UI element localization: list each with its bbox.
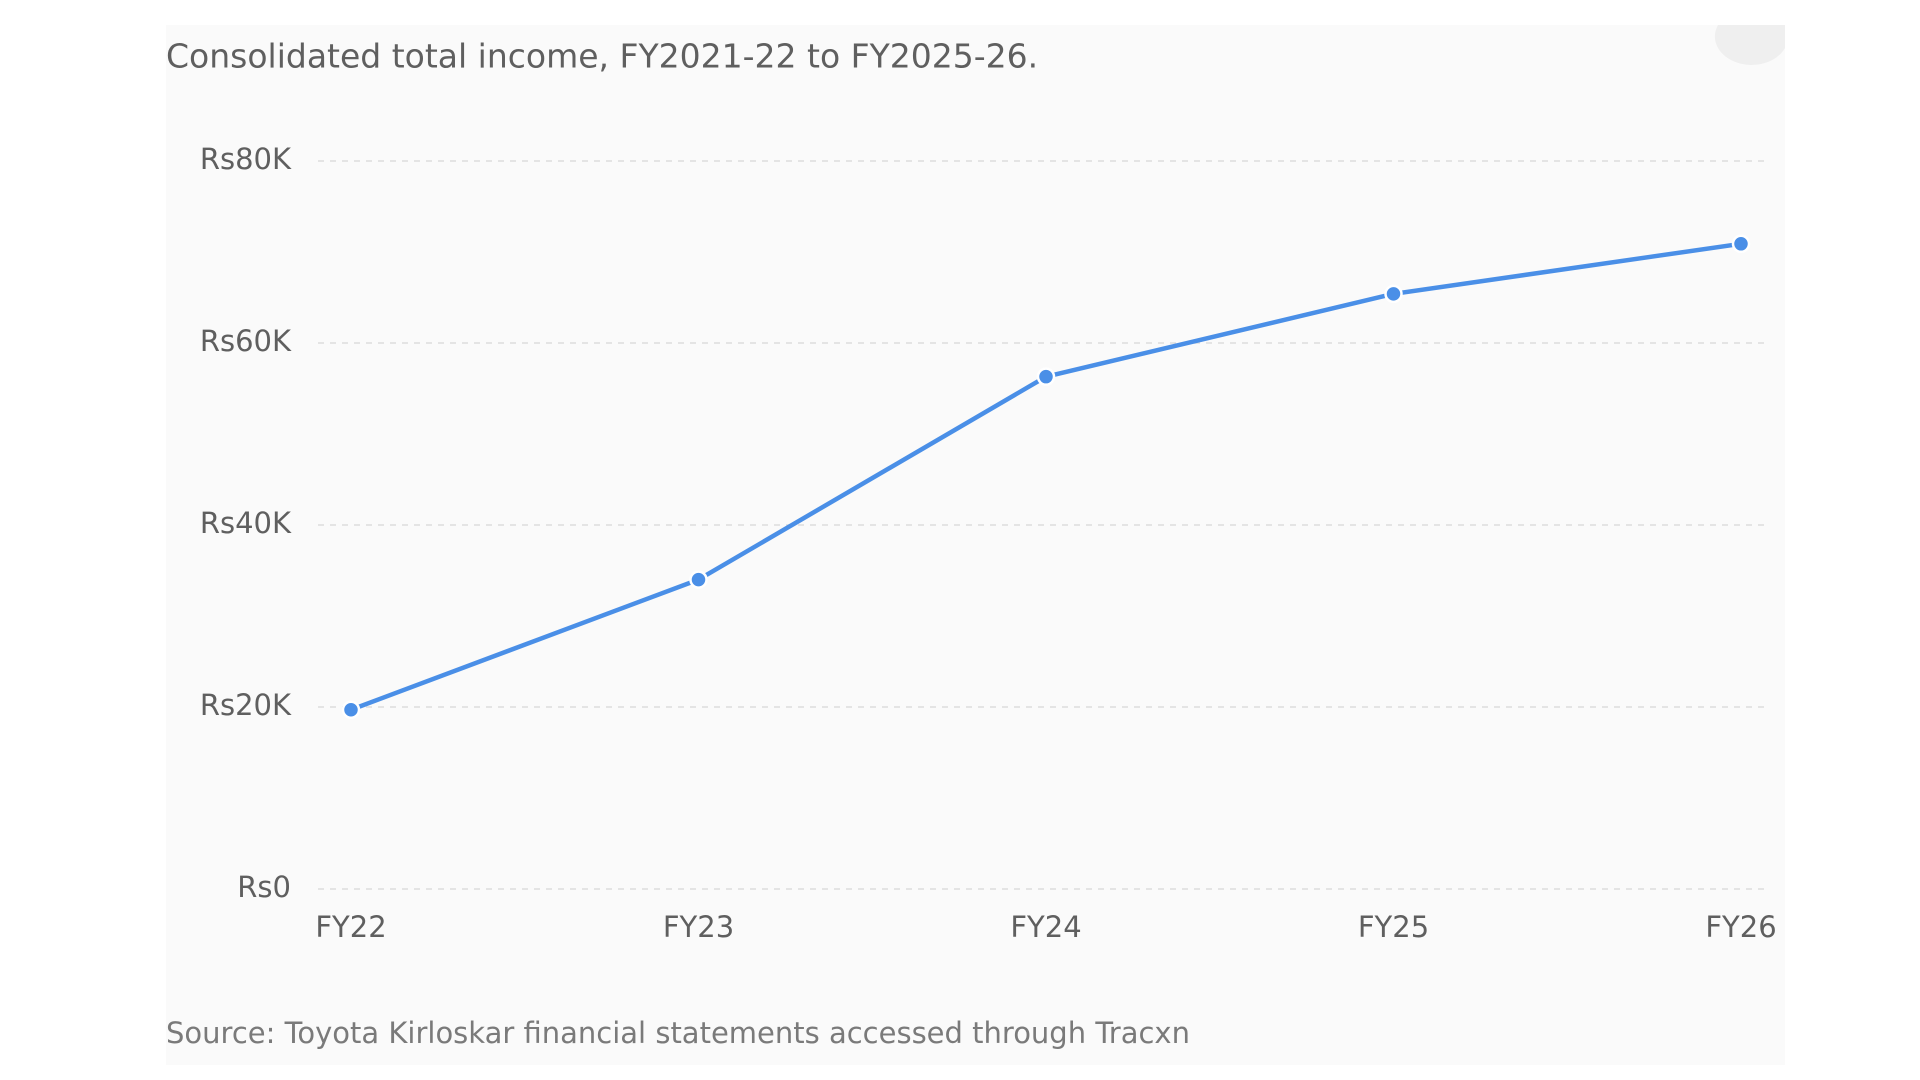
x-tick-label: FY22 [315, 910, 386, 944]
x-tick-label: FY24 [1010, 910, 1081, 944]
x-tick-label: FY26 [1705, 910, 1776, 944]
data-point [689, 570, 708, 589]
y-tick-label: Rs80K [200, 142, 292, 176]
corner-decoration [1714, 25, 1785, 65]
data-point [1384, 284, 1403, 304]
x-tick-label: FY25 [1358, 910, 1429, 944]
data-point [1731, 234, 1751, 254]
chart-panel [166, 25, 1785, 1065]
data-point [341, 700, 361, 719]
y-tick-label: Rs40K [200, 506, 292, 540]
chart-title: Consolidated total income, FY2021-22 to … [166, 37, 1038, 76]
source-note: Source: Toyota Kirloskar financial state… [166, 1016, 1190, 1050]
y-tick-label: Rs20K [200, 688, 292, 722]
x-tick-label: FY23 [663, 910, 734, 944]
y-tick-label: Rs0 [237, 870, 291, 904]
data-point [1036, 367, 1056, 386]
y-tick-label: Rs60K [200, 324, 292, 358]
